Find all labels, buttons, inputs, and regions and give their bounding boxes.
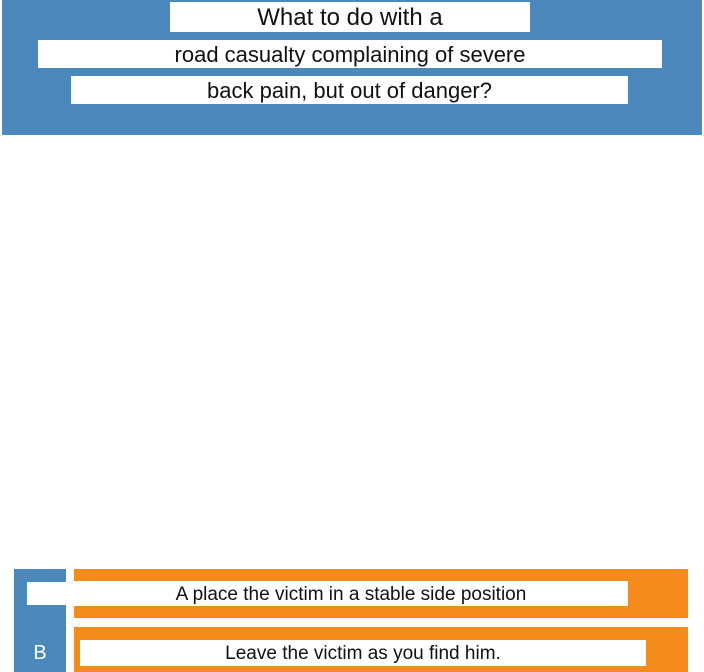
answer-option-a[interactable]: A place the victim in a stable side posi… xyxy=(74,569,688,618)
answer-letter-a-placeholder xyxy=(27,582,70,605)
answer-option-b-label: Leave the victim as you find him. xyxy=(80,640,646,666)
question-line-2: road casualty complaining of severe xyxy=(38,40,662,68)
answer-option-b[interactable]: Leave the victim as you find him. xyxy=(74,627,688,672)
answer-option-a-label: A place the victim in a stable side posi… xyxy=(74,581,628,606)
answer-letter-b: B xyxy=(33,642,47,664)
question-line-1: What to do with a xyxy=(170,2,530,32)
question-line-3: back pain, but out of danger? xyxy=(71,76,628,104)
